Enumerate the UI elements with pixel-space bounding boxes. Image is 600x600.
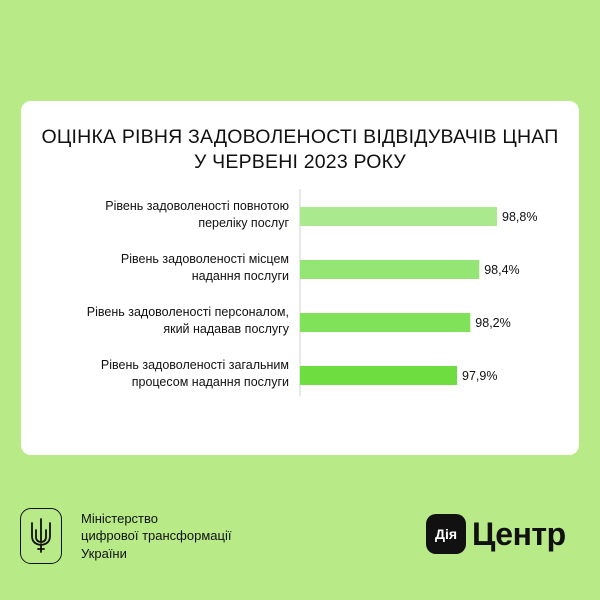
value-label-2: 98,4% (484, 263, 519, 277)
ministry-line2: цифрової трансформації (81, 528, 232, 544)
category-label-4-line-2: процесом надання послуги (132, 375, 289, 389)
category-label-3-line-1: Рівень задоволеності персоналом, (87, 305, 289, 319)
trident-icon (20, 508, 62, 564)
category-label-2-line-1: Рівень задоволеності місцем (121, 252, 289, 266)
bar-2 (300, 260, 480, 279)
category-label-4-line-1: Рівень задоволеності загальним (101, 358, 289, 372)
chart-title: ОЦІНКА РІВНЯ ЗАДОВОЛЕНОСТІ ВІДВІДУВАЧІВ … (21, 125, 579, 175)
category-label-2-line-2: надання послуги (192, 269, 289, 283)
category-label-1-line-1: Рівень задоволеності повнотою (105, 199, 289, 213)
chart-title-line2: У ЧЕРВЕНІ 2023 РОКУ (193, 151, 407, 173)
category-label-1-line-2: переліку послуг (198, 216, 289, 230)
ministry-block: Міністерство цифрової трансформації Укра… (20, 508, 231, 564)
brand-name: Центр (472, 515, 566, 552)
ministry-line3: України (81, 545, 127, 561)
category-label-3-line-2: який надавав послугу (163, 322, 289, 336)
bar-4 (300, 366, 457, 385)
value-label-3: 98,2% (475, 316, 510, 330)
bar-chart: 98,8% Рівень задоволеності повнотою перелі… (87, 189, 537, 396)
value-label-1: 98,8% (502, 210, 537, 224)
bar-3 (300, 313, 471, 332)
ministry-line1: Міністерство (81, 510, 158, 526)
value-label-4: 97,9% (462, 369, 497, 383)
chart-card: ОЦІНКА РІВНЯ ЗАДОВОЛЕНОСТІ ВІДВІДУВАЧІВ … (21, 101, 579, 455)
chart-title-line1: ОЦІНКА РІВНЯ ЗАДОВОЛЕНОСТІ ВІДВІДУВАЧІВ … (41, 126, 559, 148)
diia-center-logo: Дія Центр (426, 514, 566, 554)
diia-badge: Дія (426, 514, 466, 554)
bar-1 (300, 207, 497, 226)
ministry-name: Міністерство цифрової трансформації Укра… (81, 510, 231, 563)
